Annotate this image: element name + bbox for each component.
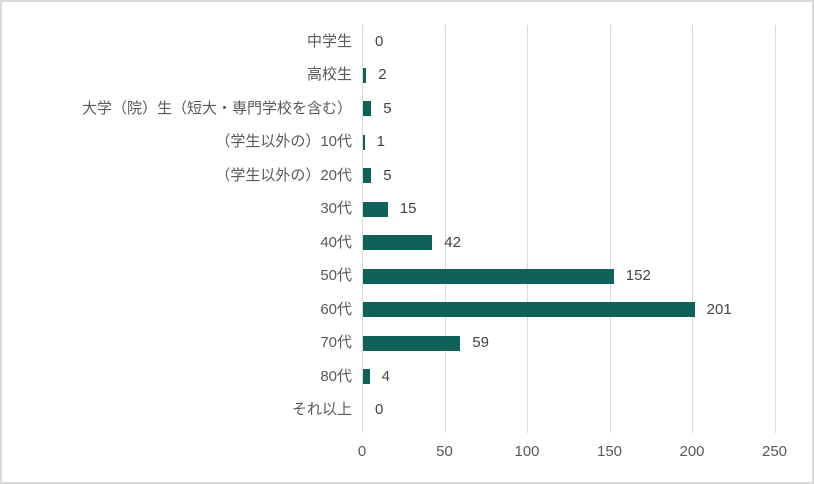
value-label: 59 (472, 334, 490, 352)
bar (363, 201, 388, 217)
x-tick-label: 50 (436, 443, 453, 460)
bar (363, 101, 372, 117)
gridline (527, 25, 528, 433)
gridline (444, 25, 446, 433)
category-label: 大学（院）生（短大・専門学校を含む） (81, 99, 352, 117)
category-label: 40代 (320, 233, 352, 251)
value-label: 0 (375, 32, 384, 50)
gridline (774, 25, 776, 433)
value-label: 0 (375, 401, 384, 419)
x-tick-label: 250 (761, 443, 788, 460)
category-label: それ以上 (291, 401, 352, 419)
category-label: （学生以外の）20代 (215, 166, 352, 184)
category-label: 中学生 (306, 32, 352, 50)
bar (363, 268, 614, 284)
value-label: 5 (383, 99, 392, 117)
gridline (692, 25, 693, 433)
x-tick-label: 0 (357, 443, 367, 460)
category-label: 高校生 (306, 66, 352, 84)
value-label: 42 (444, 233, 461, 251)
value-label: 152 (625, 267, 651, 285)
value-label: 4 (381, 367, 390, 385)
value-label: 201 (706, 300, 732, 318)
category-label: 30代 (320, 200, 352, 218)
bar (363, 67, 367, 83)
category-label: 70代 (320, 334, 352, 352)
gridline (609, 25, 611, 433)
value-label: 1 (376, 133, 385, 151)
value-label: 2 (378, 66, 387, 84)
value-label: 5 (383, 166, 392, 184)
bar (363, 235, 433, 251)
x-tick-label: 150 (596, 443, 623, 460)
category-label: 50代 (320, 267, 352, 285)
bar (363, 369, 370, 385)
bar (363, 335, 461, 351)
category-label: 80代 (320, 367, 352, 385)
x-tick-label: 200 (679, 443, 705, 460)
category-label: （学生以外の）10代 (215, 133, 352, 151)
x-tick-label: 100 (514, 443, 540, 460)
value-label: 15 (399, 200, 417, 218)
bar (363, 134, 365, 150)
gridline (362, 25, 363, 433)
bar (363, 168, 372, 184)
category-label: 60代 (320, 300, 352, 318)
bar (363, 302, 695, 318)
